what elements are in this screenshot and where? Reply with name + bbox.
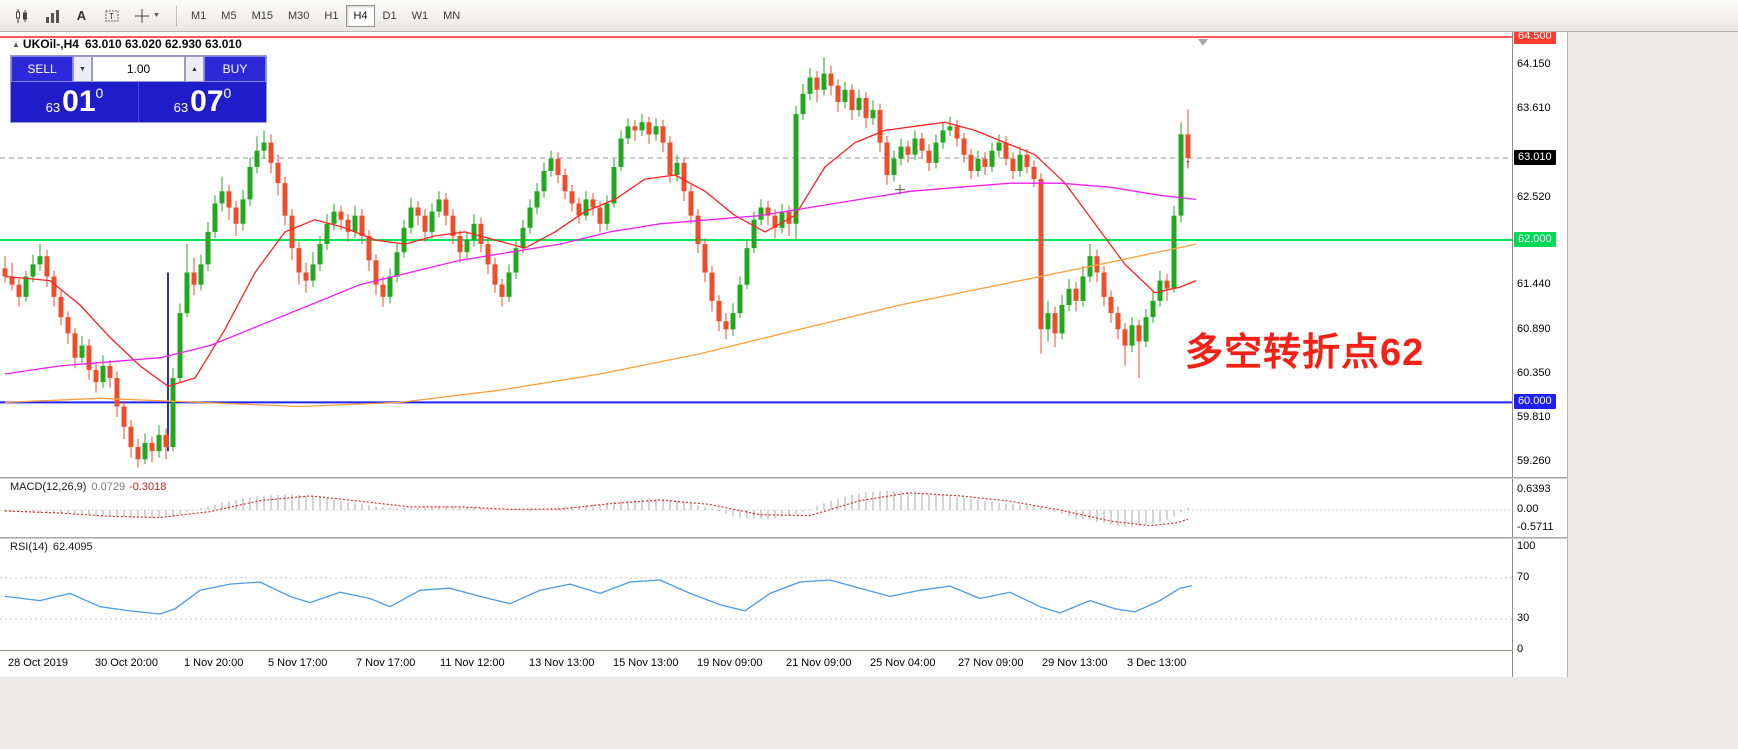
down-arrow-icon: ▼ <box>79 65 86 73</box>
timeframe-button-M30[interactable]: M30 <box>281 5 316 27</box>
volume-increase-button[interactable]: ▲ <box>185 56 204 82</box>
time-axis-label: 28 Oct 2019 <box>8 657 68 669</box>
time-axis-label: 1 Nov 20:00 <box>184 657 244 669</box>
svg-text:T: T <box>109 12 114 21</box>
macd-name: MACD(12,26,9) <box>10 481 87 493</box>
quote-header: ▲ UKOil-,H4 63.010 63.020 62.930 63.010 <box>12 37 242 51</box>
axis-label: 59.810 <box>1517 411 1551 423</box>
rsi-indicator[interactable] <box>0 539 1512 650</box>
time-axis-label: 21 Nov 09:00 <box>786 657 852 669</box>
time-axis-label: 30 Oct 20:00 <box>95 657 158 669</box>
text-label-icon-button[interactable]: A <box>68 4 95 28</box>
timeframe-button-W1[interactable]: W1 <box>405 5 436 27</box>
time-axis-label: 29 Nov 13:00 <box>1042 657 1108 669</box>
text-box-icon: T <box>104 8 120 24</box>
sell-button[interactable]: SELL <box>11 56 73 82</box>
axis-label: 64.150 <box>1517 58 1551 70</box>
timeframe-button-M15[interactable]: M15 <box>245 5 280 27</box>
axis-label: 63.610 <box>1517 102 1551 114</box>
up-arrow-icon: ▲ <box>191 65 198 73</box>
macd-main-value: 0.0729 <box>91 481 126 493</box>
rsi-label: RSI(14) 62.4095 <box>10 541 93 553</box>
time-axis-label: 15 Nov 13:00 <box>613 657 679 669</box>
sell-price[interactable]: 63 01 0 <box>11 82 138 122</box>
time-axis-label: 5 Nov 17:00 <box>268 657 328 669</box>
buy-price-small: 63 <box>173 100 189 115</box>
time-axis-label: 7 Nov 17:00 <box>356 657 416 669</box>
axis-label: 30 <box>1517 612 1530 624</box>
panel-splitter[interactable] <box>0 477 1568 479</box>
price-axis-badge: 60.000 <box>1514 394 1556 409</box>
macd-label: MACD(12,26,9) 0.0729 -0.3018 <box>10 481 166 493</box>
price-axis-badge: 62.000 <box>1514 232 1556 247</box>
axis-label: 59.260 <box>1517 455 1551 467</box>
buy-price-big: 07 <box>190 85 224 118</box>
crosshair-icon-button[interactable]: ▼ <box>128 4 166 28</box>
time-axis-label: 13 Nov 13:00 <box>529 657 595 669</box>
axis-label: 60.890 <box>1517 323 1551 335</box>
svg-text:↑: ↑ <box>1185 156 1191 170</box>
axis-label: 100 <box>1517 540 1536 552</box>
axis-label: 0 <box>1517 643 1524 655</box>
text-label-icon: A <box>76 8 87 23</box>
timeframe-button-H1[interactable]: H1 <box>317 5 345 27</box>
candlestick-chart-icon-button[interactable] <box>8 4 35 28</box>
bar-chart-icon <box>44 8 60 24</box>
time-axis[interactable]: 28 Oct 2019 30 Oct 20:00 1 Nov 20:00 5 Nov … <box>0 650 1568 677</box>
dropdown-caret-icon: ▼ <box>153 12 160 19</box>
volume-decrease-button[interactable]: ▼ <box>73 56 92 82</box>
timeframe-button-M1[interactable]: M1 <box>184 5 213 27</box>
up-triangle-icon: ▲ <box>12 40 20 49</box>
sell-price-sup: 0 <box>95 85 104 101</box>
axis-label: 70 <box>1517 571 1530 583</box>
rsi-name: RSI(14) <box>10 541 48 553</box>
timeframe-button-H4[interactable]: H4 <box>346 4 375 27</box>
time-axis-label: 27 Nov 09:00 <box>958 657 1024 669</box>
crosshair-icon <box>134 8 150 24</box>
toolbar: A T ▼ M1 M5 M15 M30 H1 H4 D1 W1 MN <box>0 0 1738 32</box>
chart-canvas-background <box>0 32 1568 677</box>
time-axis-label: 11 Nov 12:00 <box>440 657 505 669</box>
timeframe-button-MN[interactable]: MN <box>436 5 467 27</box>
time-axis-label: 3 Dec 13:00 <box>1127 657 1187 669</box>
axis-label: -0.5711 <box>1517 521 1554 533</box>
timeframe-button-D1[interactable]: D1 <box>376 5 404 27</box>
buy-price[interactable]: 63 07 0 <box>138 82 266 122</box>
axis-label: 61.440 <box>1517 278 1551 290</box>
price-axis-badge: 64.500 <box>1514 29 1556 44</box>
timeframe-buttons: M1 M5 M15 M30 H1 H4 D1 W1 MN <box>184 4 468 27</box>
toolbar-separator <box>176 5 177 26</box>
main-chart[interactable]: ↑ <box>0 33 1512 477</box>
timeframe-button-M5[interactable]: M5 <box>214 5 243 27</box>
text-box-icon-button[interactable]: T <box>98 4 125 28</box>
axis-label: 0.00 <box>1517 503 1539 515</box>
candlestick-chart-icon <box>14 8 30 24</box>
symbol-ohlc: 63.010 63.020 62.930 63.010 <box>84 37 242 51</box>
trade-controls-row: SELL ▼ ▲ BUY <box>11 56 266 82</box>
rsi-value: 62.4095 <box>52 541 93 553</box>
axis-label: 60.350 <box>1517 367 1551 379</box>
chart-annotation: 多空转折点62 <box>1185 332 1425 374</box>
time-axis-label: 25 Nov 04:00 <box>870 657 936 669</box>
time-axis-label: 19 Nov 09:00 <box>697 657 763 669</box>
price-axis[interactable]: 64.500 64.150 63.610 63.010 62.520 62.000 61.4… <box>1512 29 1568 677</box>
symbol-name: UKOil-,H4 <box>22 37 79 51</box>
macd-indicator[interactable] <box>0 479 1512 537</box>
one-click-trading-panel: SELL ▼ ▲ BUY 63 01 0 63 07 0 <box>10 55 267 123</box>
buy-price-sup: 0 <box>223 85 232 101</box>
trade-prices-row: 63 01 0 63 07 0 <box>11 82 266 122</box>
panel-splitter[interactable] <box>0 537 1568 539</box>
axis-label: 0.6393 <box>1517 483 1551 495</box>
sell-price-big: 01 <box>62 85 96 118</box>
axis-label: 62.520 <box>1517 191 1551 203</box>
sell-price-small: 63 <box>45 100 61 115</box>
macd-signal-value: -0.3018 <box>129 481 167 493</box>
buy-button[interactable]: BUY <box>204 56 266 82</box>
price-axis-badge: 63.010 <box>1514 150 1556 165</box>
bar-chart-icon-button[interactable] <box>38 4 65 28</box>
volume-input[interactable] <box>92 56 185 82</box>
